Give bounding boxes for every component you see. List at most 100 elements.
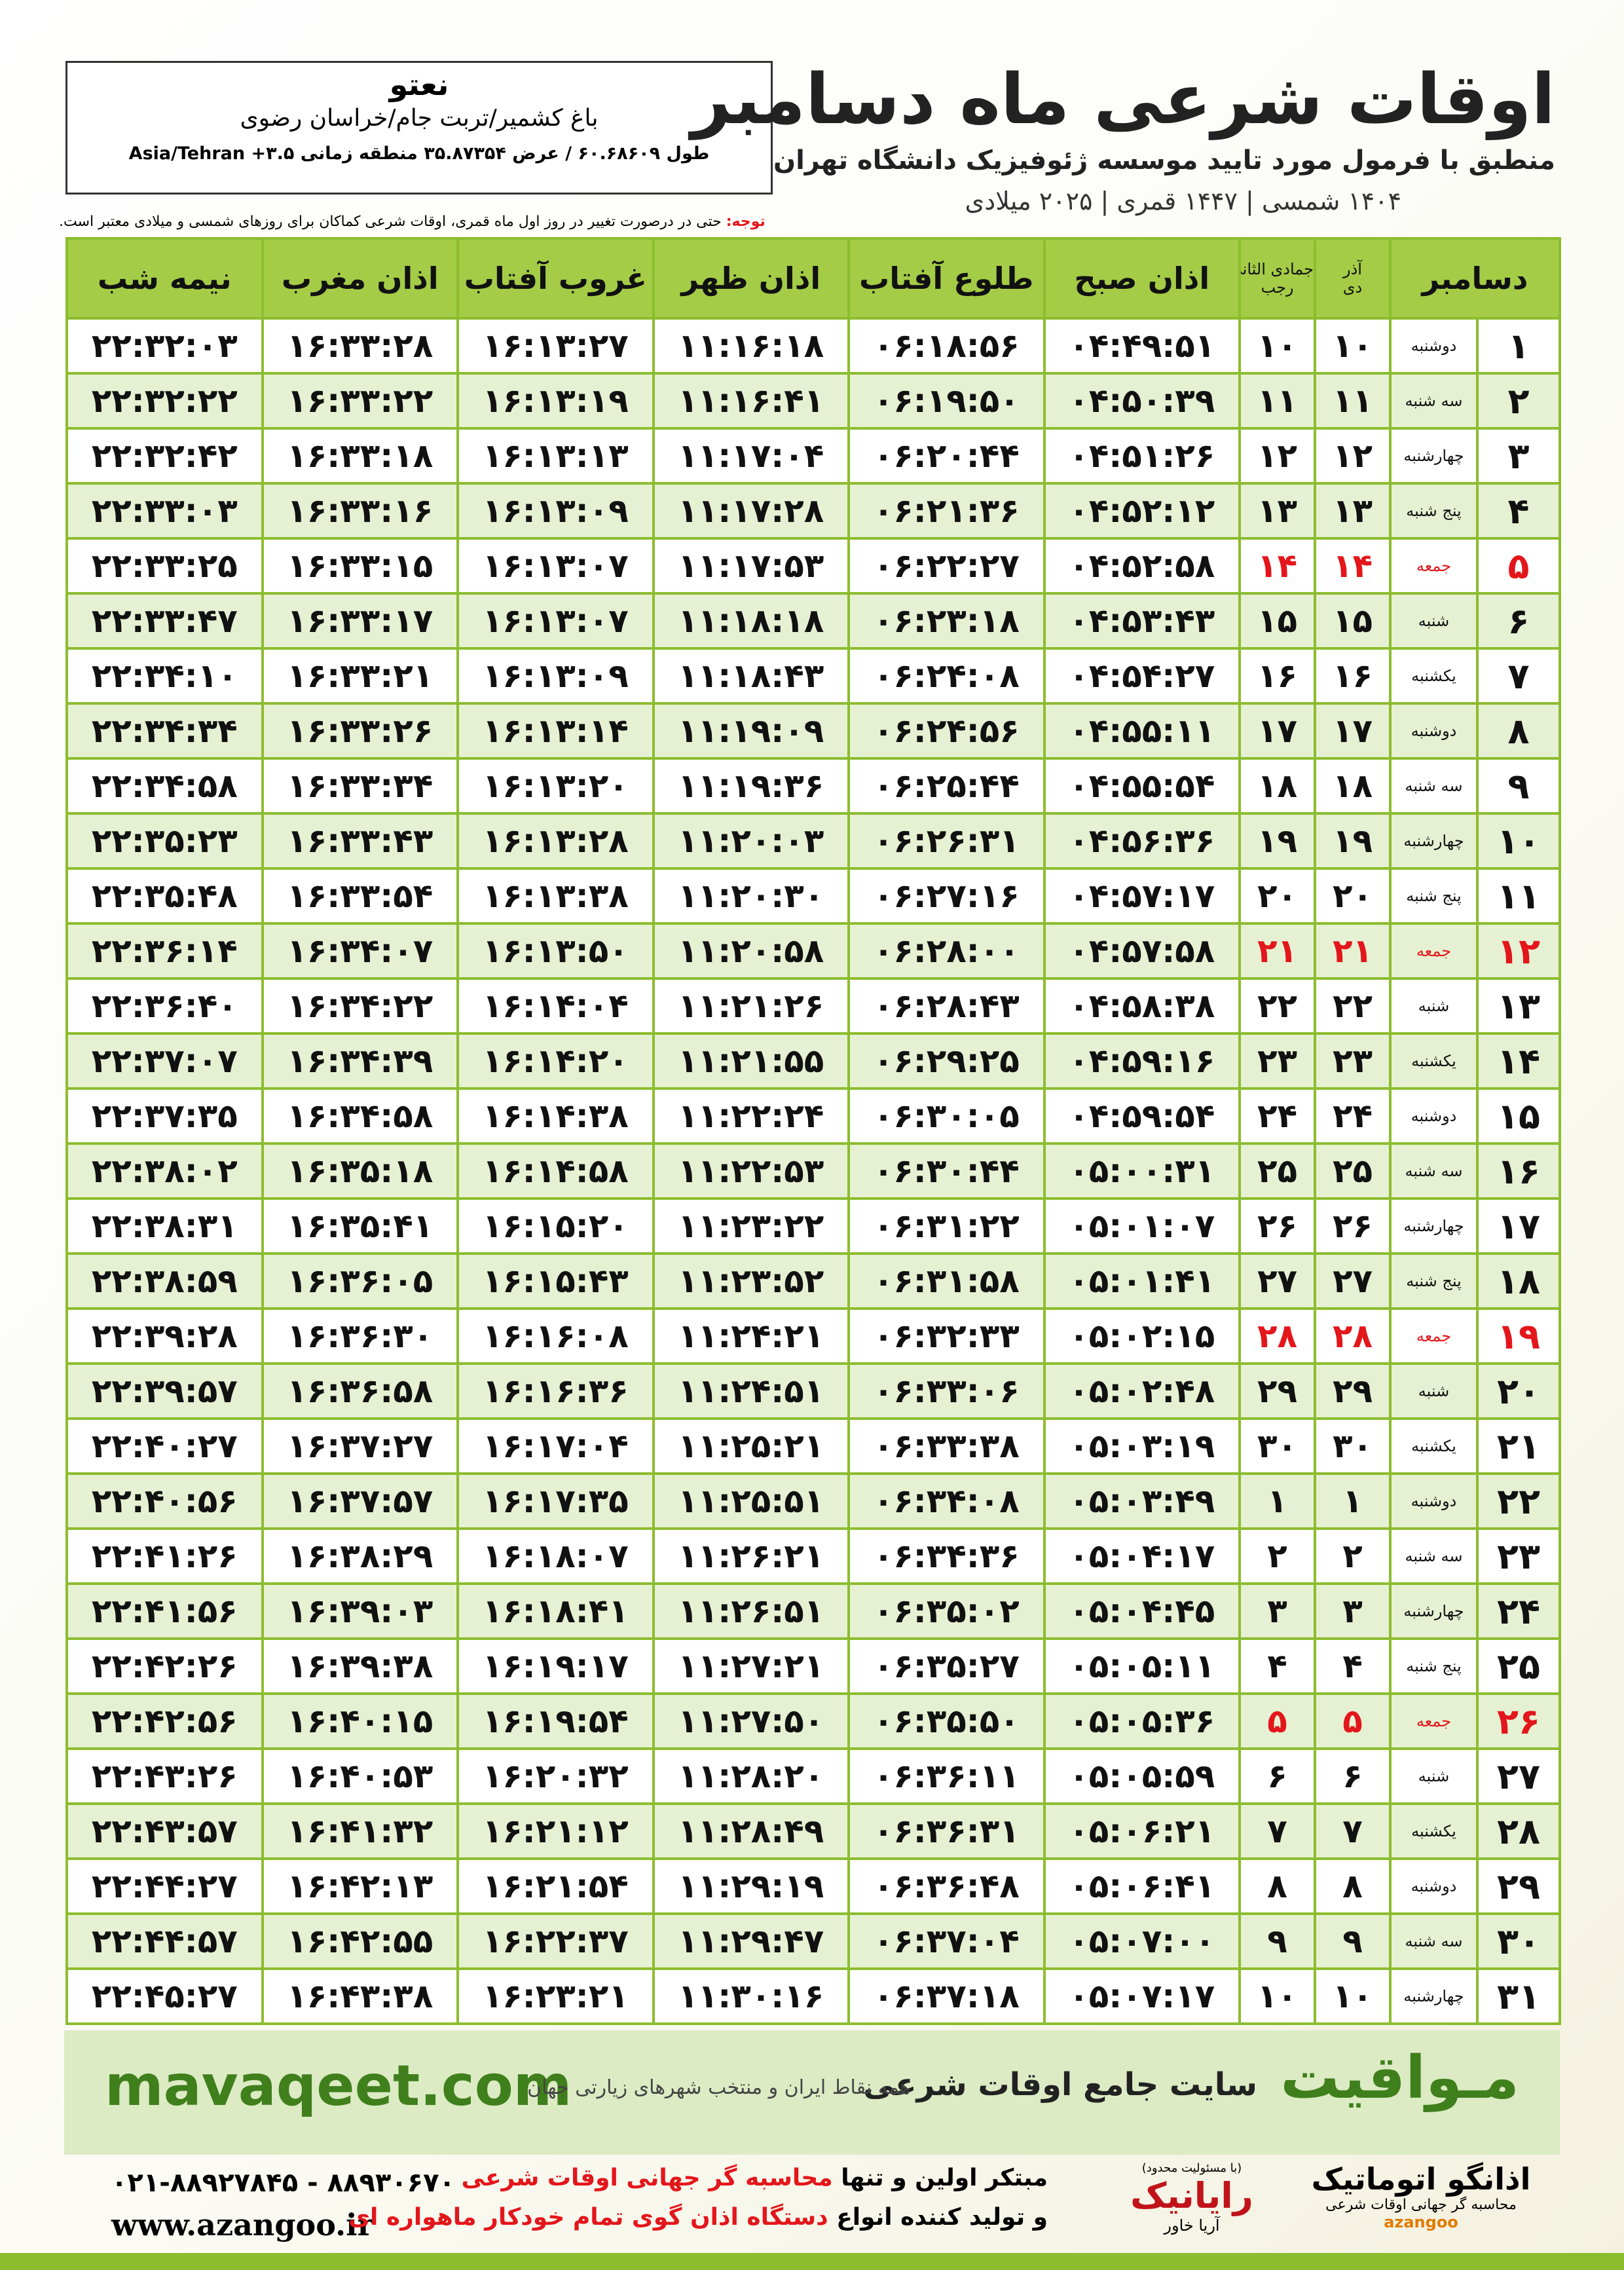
time: ۰۶:۲۳:۱۸ [847, 592, 1046, 650]
date: ۱۴ [1314, 537, 1392, 595]
time: ۲۲:۴۳:۲۶ [65, 1747, 264, 1805]
time: ۰۶:۳۶:۳۱ [847, 1802, 1046, 1860]
weekday: سه شنبه [1389, 1527, 1479, 1585]
time: ۲۲:۳۹:۵۷ [65, 1362, 264, 1420]
date: ۱۰ [1238, 1967, 1316, 2025]
day-number: ۳ [1476, 427, 1561, 485]
date: ۱۶ [1314, 647, 1392, 705]
date: ۲۵ [1238, 1142, 1316, 1200]
time: ۰۵:۰۵:۵۹ [1043, 1747, 1241, 1805]
time: ۰۵:۰۴:۴۵ [1043, 1582, 1241, 1640]
weekday: پنج شنبه [1389, 1252, 1479, 1310]
time: ۲۲:۴۳:۵۷ [65, 1802, 264, 1860]
time: ۱۶:۳۳:۱۸ [261, 427, 459, 485]
month-header: دسامبر [1389, 237, 1561, 320]
time-header: طلوع آفتاب [847, 237, 1046, 320]
time: ۱۱:۲۵:۵۱ [652, 1472, 850, 1530]
date: ۲۷ [1238, 1252, 1316, 1310]
time: ۱۶:۲۱:۱۲ [456, 1802, 655, 1860]
logo: (با مسئولیت محدود) رایانیک آریا خاور [1113, 2161, 1270, 2235]
time: ۱۶:۳۳:۵۴ [261, 867, 459, 925]
time: ۰۶:۳۶:۱۱ [847, 1747, 1046, 1805]
day-number: ۹ [1476, 757, 1561, 815]
time: ۱۶:۱۵:۴۳ [456, 1252, 655, 1310]
time-header: غروب آفتاب [456, 237, 655, 320]
date: ۱۰ [1238, 317, 1316, 375]
note: توجه: حتی در درصورت تغییر در روز اول ماه… [59, 214, 779, 230]
date: ۱۸ [1314, 757, 1392, 815]
time: ۰۵:۰۴:۱۷ [1043, 1527, 1241, 1585]
day-number: ۸ [1476, 702, 1561, 760]
time: ۰۵:۰۵:۳۶ [1043, 1692, 1241, 1750]
day-number: ۲۲ [1476, 1472, 1561, 1530]
time: ۱۶:۳۳:۲۸ [261, 317, 459, 375]
day-number: ۶ [1476, 592, 1561, 650]
time: ۱۱:۲۲:۵۳ [652, 1142, 850, 1200]
day-number: ۱۲ [1476, 922, 1561, 980]
date: ۲۸ [1314, 1307, 1392, 1365]
time: ۱۶:۱۶:۳۶ [456, 1362, 655, 1420]
weekday: یکشنبه [1389, 647, 1479, 705]
slogan: سایت جامع اوقات شرعی [863, 2066, 1257, 2103]
logo-sub: محاسبه گر جهانی اوقات شرعی [1325, 2197, 1517, 2213]
time: ۲۲:۳۴:۵۸ [65, 757, 264, 815]
time: ۲۲:۴۴:۲۷ [65, 1857, 264, 1915]
date: ۲۹ [1238, 1362, 1316, 1420]
date: ۲۴ [1238, 1087, 1316, 1145]
time: ۰۶:۲۰:۴۴ [847, 427, 1046, 485]
time: ۰۶:۳۶:۴۸ [847, 1857, 1046, 1915]
time: ۱۱:۱۸:۴۳ [652, 647, 850, 705]
row: ۱۶ سه شنبه ۲۵ ۲۵ ۰۵:۰۰:۳۱ ۰۶:۳۰:۴۴ ۱۱:۲۲:۵۳ ۱۶:… [65, 1142, 1561, 1200]
date: ۹ [1238, 1912, 1316, 1970]
weekday: دوشنبه [1389, 1087, 1479, 1145]
row: ۲۳ سه شنبه ۲ ۲ ۰۵:۰۴:۱۷ ۰۶:۳۴:۳۶ ۱۱:۲۶:۲۱ ۱۶:۱۸… [65, 1527, 1561, 1585]
time: ۲۲:۳۲:۴۲ [65, 427, 264, 485]
time: ۰۶:۲۷:۱۶ [847, 867, 1046, 925]
row: ۱۵ دوشنبه ۲۴ ۲۴ ۰۴:۵۹:۵۴ ۰۶:۳۰:۰۵ ۱۱:۲۲:۲۴ ۱۶:۱… [65, 1087, 1561, 1145]
time: ۱۱:۲۶:۵۱ [652, 1582, 850, 1640]
row: ۱۳ شنبه ۲۲ ۲۲ ۰۴:۵۸:۳۸ ۰۶:۲۸:۴۳ ۱۱:۲۱:۲۶ ۱۶:۱۴:… [65, 977, 1561, 1035]
date: ۸ [1314, 1857, 1392, 1915]
time: ۰۶:۲۸:۴۳ [847, 977, 1046, 1035]
time: ۲۲:۳۹:۲۸ [65, 1307, 264, 1365]
logo: اذانگو اتوماتیک محاسبه گر جهانی اوقات شر… [1283, 2161, 1559, 2231]
time: ۱۱:۲۲:۲۴ [652, 1087, 850, 1145]
time: ۰۴:۵۸:۳۸ [1043, 977, 1241, 1035]
date: ۴ [1238, 1637, 1316, 1695]
date: ۱ [1314, 1472, 1392, 1530]
time: ۰۶:۲۹:۲۵ [847, 1032, 1046, 1090]
time: ۱۶:۱۳:۰۷ [456, 592, 655, 650]
day-number: ۳۱ [1476, 1967, 1561, 2025]
time: ۰۴:۵۱:۲۶ [1043, 427, 1241, 485]
date: ۲۲ [1314, 977, 1392, 1035]
date: ۱۲ [1314, 427, 1392, 485]
row: ۱۴ یکشنبه ۲۳ ۲۳ ۰۴:۵۹:۱۶ ۰۶:۲۹:۲۵ ۱۱:۲۱:۵۵ ۱۶:۱… [65, 1032, 1561, 1090]
row: ۱۹ جمعه ۲۸ ۲۸ ۰۵:۰۲:۱۵ ۰۶:۳۲:۳۳ ۱۱:۲۴:۲۱ ۱۶:۱۶:… [65, 1307, 1561, 1365]
time: ۱۶:۲۱:۵۴ [456, 1857, 655, 1915]
weekday: یکشنبه [1389, 1032, 1479, 1090]
weekday: سه شنبه [1389, 372, 1479, 430]
weekday: چهارشنبه [1389, 1197, 1479, 1255]
day-number: ۱۳ [1476, 977, 1561, 1035]
weekday: چهارشنبه [1389, 1582, 1479, 1640]
time-header: اذان مغرب [261, 237, 459, 320]
time: ۱۶:۱۴:۰۴ [456, 977, 655, 1035]
date: ۲۹ [1314, 1362, 1392, 1420]
logo-name: رایانیک [1130, 2175, 1253, 2216]
weekday: جمعه [1389, 1692, 1479, 1750]
date: ۲۵ [1314, 1142, 1392, 1200]
time: ۰۵:۰۷:۱۷ [1043, 1967, 1241, 2025]
time: ۱۶:۳۶:۵۸ [261, 1362, 459, 1420]
time: ۱۱:۱۷:۵۳ [652, 537, 850, 595]
time: ۰۶:۱۸:۵۶ [847, 317, 1046, 375]
time: ۱۶:۳۳:۱۷ [261, 592, 459, 650]
weekday: شنبه [1389, 977, 1479, 1035]
day-number: ۵ [1476, 537, 1561, 595]
time: ۱۶:۳۳:۴۳ [261, 812, 459, 870]
time: ۱۱:۱۸:۱۸ [652, 592, 850, 650]
day-number: ۲۹ [1476, 1857, 1561, 1915]
time: ۱۶:۱۳:۲۷ [456, 317, 655, 375]
weekday: دوشنبه [1389, 702, 1479, 760]
